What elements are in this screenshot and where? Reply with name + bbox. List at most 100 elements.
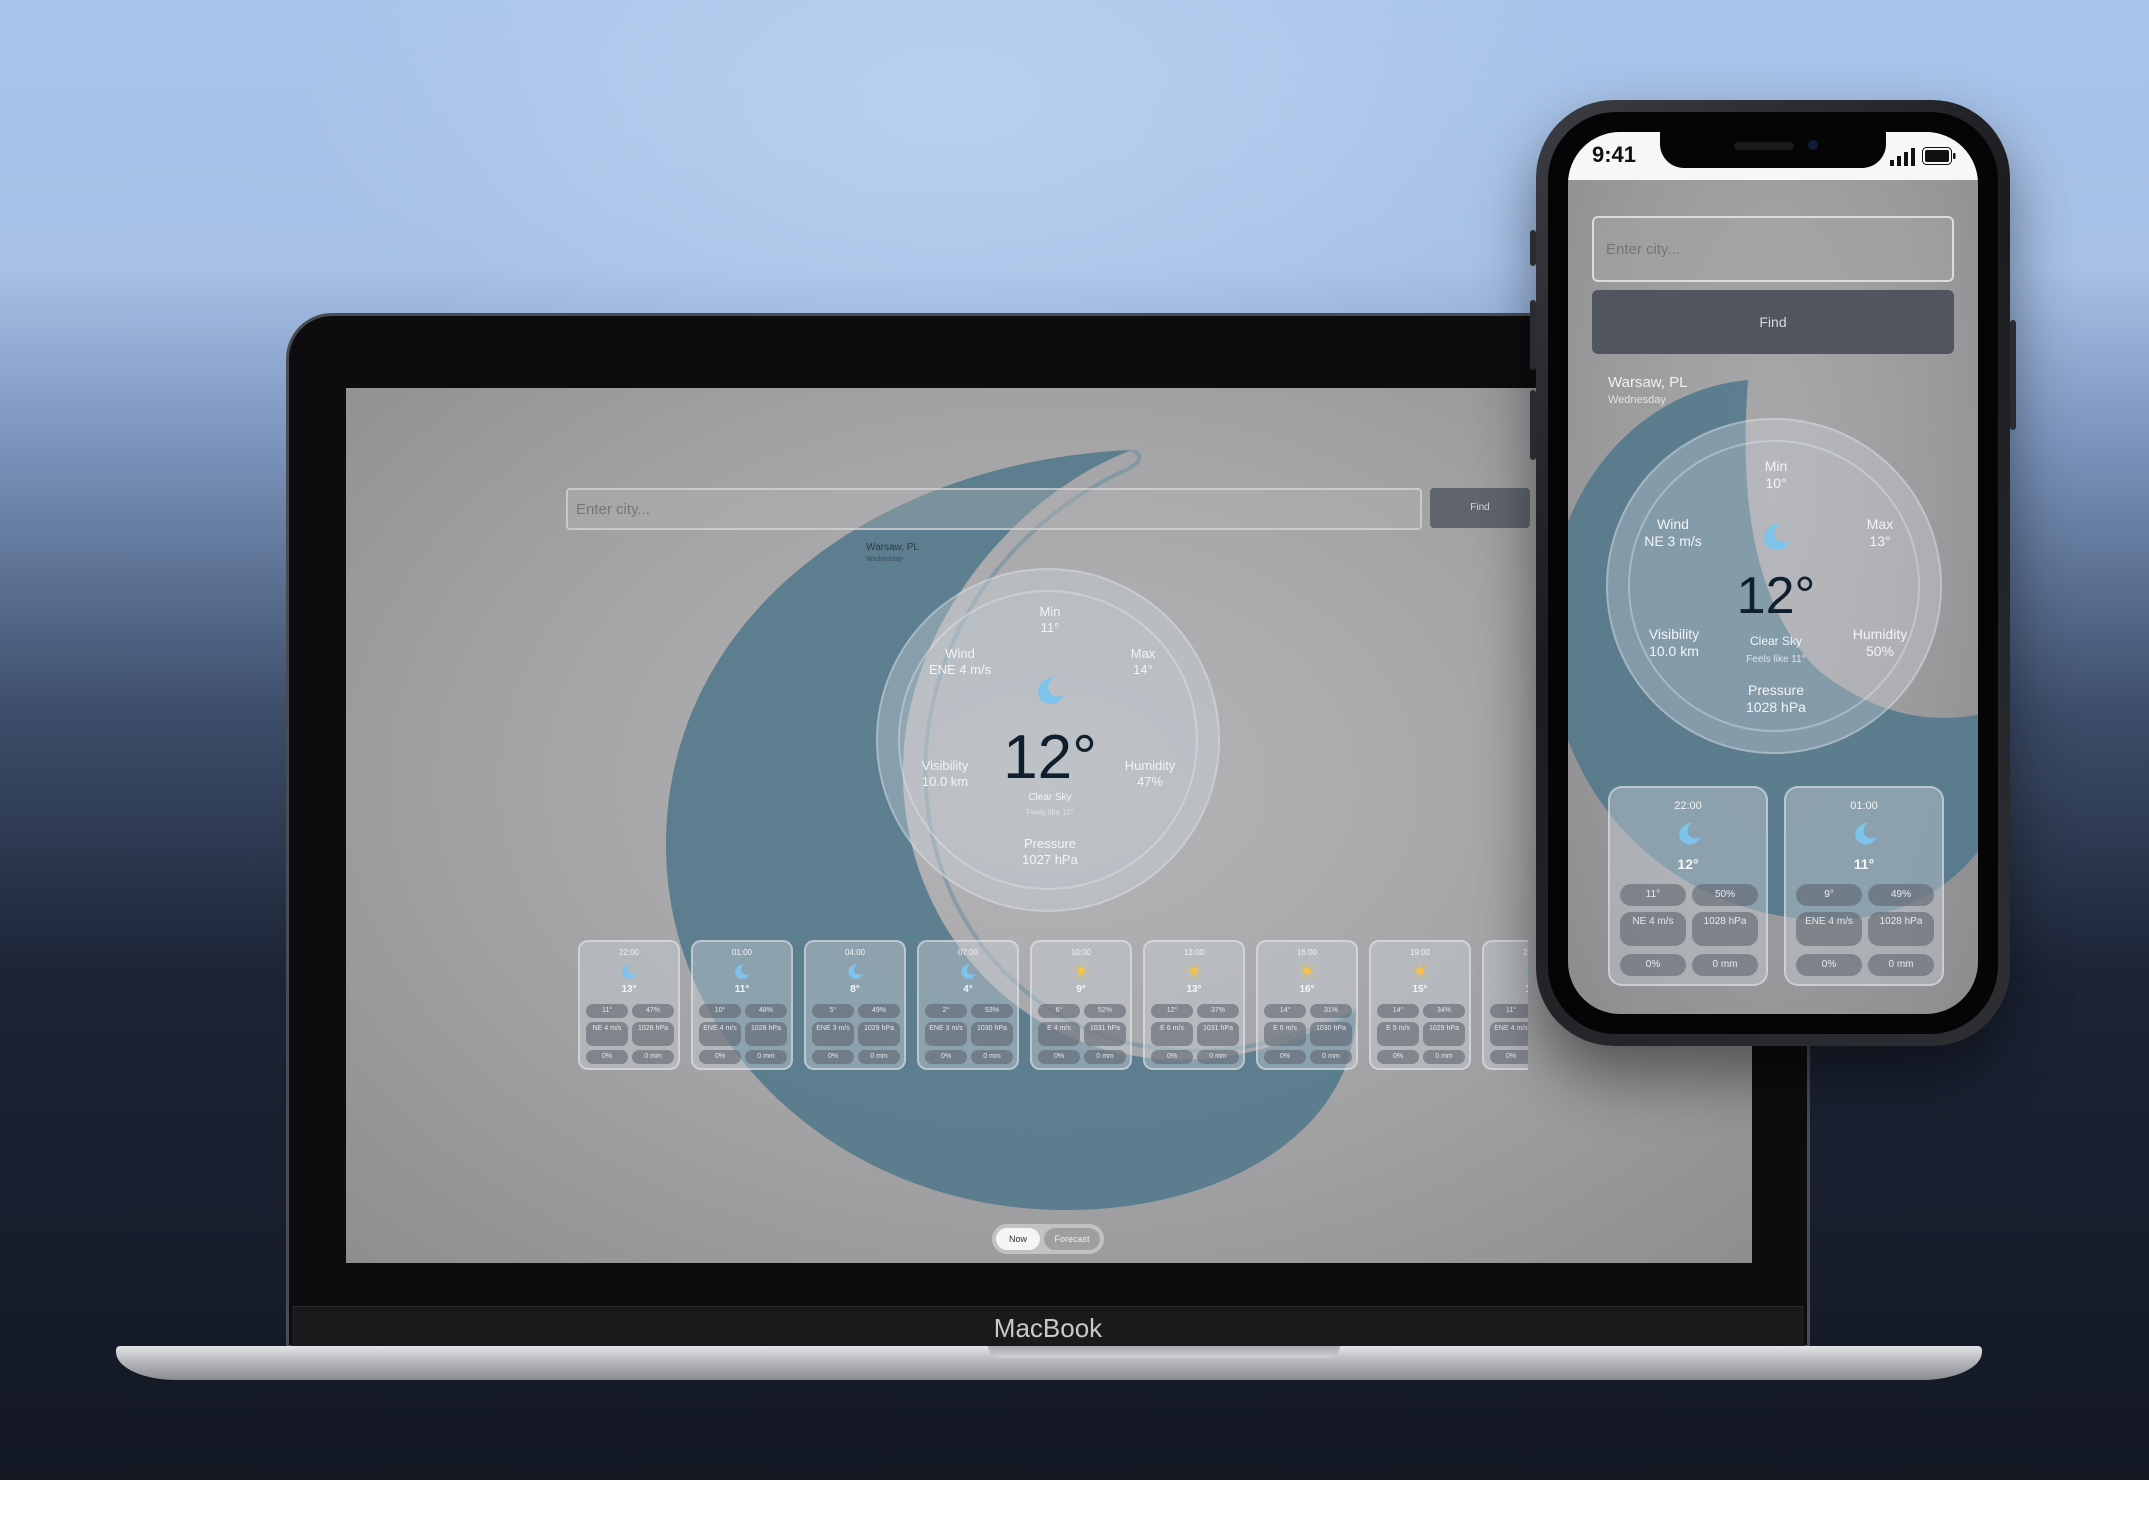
humidity-pill: 34%: [1423, 1004, 1465, 1018]
humidity-pill: 52%: [1084, 1004, 1126, 1018]
device-mockup-scene: Find Warsaw, PL Wednesday Min 11° Wind E…: [0, 0, 2149, 1480]
humidity-value: 47%: [1136, 773, 1164, 789]
precipitation-pill: 0%: [1151, 1050, 1193, 1064]
feels-like-pill: 9°: [1796, 884, 1862, 906]
phone-screen: 9:41 Find Warsaw, PL Wednesday: [1568, 132, 1978, 1014]
current-temp: 12°: [1736, 567, 1816, 625]
condition: Clear Sky: [1749, 634, 1802, 648]
rain-pill: 0 mm: [1084, 1050, 1126, 1064]
max-temp: Max 14°: [1098, 646, 1188, 677]
hourly-card[interactable]: 01:00 11° 10° 48% ENE 4 m/s 1028 hPa 0% 0 mm: [691, 940, 793, 1070]
feels-like-pill: 5°: [812, 1004, 854, 1018]
hourly-card[interactable]: 22:00 12° 11° 50% NE 4 m/s 1028 hPa 0% 0 mm: [1608, 786, 1768, 986]
visibility-label: Visibility: [921, 758, 969, 773]
moon-icon: [1524, 962, 1528, 980]
city-search-input[interactable]: [1592, 216, 1954, 282]
wind-pill: ENE 3 m/s: [925, 1022, 967, 1046]
max-temp: Max 13°: [1830, 516, 1930, 550]
phone-body: 9:41 Find Warsaw, PL Wednesday: [1530, 100, 2016, 1046]
feels-like-pill: 11°: [1490, 1004, 1528, 1018]
find-button[interactable]: Find: [1430, 488, 1530, 528]
tab-forecast[interactable]: Forecast: [1044, 1228, 1100, 1250]
pressure-pill: 1031 hPa: [1197, 1022, 1239, 1046]
min-value: 10°: [1765, 474, 1787, 491]
tab-now[interactable]: Now: [996, 1228, 1040, 1250]
pressure-value: 1027 hPa: [1022, 851, 1078, 867]
hourly-card[interactable]: 07:00 4° 2° 53% ENE 3 m/s 1030 hPa 0% 0 mm: [917, 940, 1019, 1070]
min-label: Min: [1039, 604, 1061, 619]
pressure-pill: 1031 hPa: [1084, 1022, 1126, 1046]
feels-like-pill: 14°: [1377, 1004, 1419, 1018]
rain-pill: 0 mm: [1868, 954, 1934, 976]
current-weather-dial: Min 11° Wind ENE 4 m/s Max 14° 12° Visib…: [876, 568, 1220, 912]
wind-value: NE 3 m/s: [1644, 532, 1702, 549]
wind: Wind ENE 4 m/s: [900, 646, 1020, 677]
hourly-temp: 9°: [1076, 984, 1086, 995]
visibility-label: Visibility: [1648, 626, 1700, 642]
location-city: Warsaw, PL: [866, 542, 919, 553]
rain-pill: 0 mm: [745, 1050, 787, 1064]
rain-pill: 0 mm: [971, 1050, 1013, 1064]
wind-label: Wind: [945, 646, 975, 661]
pressure-pill: 1030 hPa: [971, 1022, 1013, 1046]
hourly-temp: 11°: [734, 984, 750, 995]
hourly-card[interactable]: 01:00 11° 9° 49% ENE 4 m/s 1028 hPa 0% 0 mm: [1784, 786, 1944, 986]
hourly-card[interactable]: 13:00 13° 12° 37% E 6 m/s 1031 hPa 0% 0 mm: [1143, 940, 1245, 1070]
humidity-pill: 47%: [632, 1004, 674, 1018]
feels-like-pill: 12°: [1151, 1004, 1193, 1018]
feels-like: Feels like 11°: [1026, 808, 1074, 817]
max-label: Max: [1866, 516, 1894, 532]
wind-pill: NE 4 m/s: [586, 1022, 628, 1046]
pressure: Pressure 1028 hPa: [1716, 682, 1836, 716]
location-day: Wednesday: [866, 556, 903, 563]
humidity-pill: 53%: [971, 1004, 1013, 1018]
wind-pill: ENE 3 m/s: [812, 1022, 854, 1046]
visibility-value: 10.0 km: [921, 773, 969, 789]
current-weather-dial: Min 10° Wind NE 3 m/s Max 13° 12° Visibi…: [1606, 418, 1942, 754]
phone-mute-switch: [1530, 230, 1536, 266]
moon-icon: [620, 962, 638, 980]
wind-pill: E 4 m/s: [1038, 1022, 1080, 1046]
city-search-input[interactable]: [566, 488, 1422, 530]
feels-like-pill: 11°: [586, 1004, 628, 1018]
hourly-card[interactable]: 16:00 16° 14° 31% E 6 m/s 1030 hPa 0% 0 mm: [1256, 940, 1358, 1070]
phone-notch: [1660, 132, 1886, 168]
hourly-temp: 12°: [1677, 856, 1699, 872]
location-city: Warsaw, PL: [1608, 374, 1688, 391]
wind-pill: E 6 m/s: [1264, 1022, 1306, 1046]
visibility: Visibility 10.0 km: [1624, 626, 1724, 660]
hourly-card[interactable]: 10:00 9° 6° 52% E 4 m/s 1031 hPa 0% 0 mm: [1030, 940, 1132, 1070]
humidity-label: Humidity: [1124, 758, 1176, 773]
hourly-card[interactable]: 04:00 8° 5° 49% ENE 3 m/s 1029 hPa 0% 0 mm: [804, 940, 906, 1070]
hourly-card[interactable]: 22:00 13° 11° 47% NE 4 m/s 1028 hPa 0% 0 mm: [578, 940, 680, 1070]
feels-like-pill: 6°: [1038, 1004, 1080, 1018]
hourly-time: 01:00: [731, 948, 753, 957]
wind: Wind NE 3 m/s: [1618, 516, 1728, 550]
hourly-time: 04:00: [844, 948, 866, 957]
rain-pill: 0 mm: [632, 1050, 674, 1064]
feels-like-pill: 14°: [1264, 1004, 1306, 1018]
view-toggle: Now Forecast: [992, 1224, 1104, 1254]
pressure-pill: 1029 hPa: [858, 1022, 900, 1046]
hourly-temp: 4°: [963, 984, 973, 995]
location-day: Wednesday: [1608, 394, 1666, 406]
hourly-temp: 13°: [621, 984, 637, 995]
rain-pill: 0 mm: [858, 1050, 900, 1064]
hourly-temp: 11°: [1853, 856, 1875, 872]
moon-icon: [1852, 820, 1878, 846]
laptop-base: [116, 1346, 1982, 1380]
condition: Clear Sky: [1028, 792, 1072, 803]
hourly-time: 16:00: [1296, 948, 1318, 957]
pressure-value: 1028 hPa: [1746, 698, 1806, 715]
find-button[interactable]: Find: [1592, 290, 1954, 354]
precipitation-pill: 0%: [699, 1050, 741, 1064]
rain-pill: 0 mm: [1692, 954, 1758, 976]
visibility-value: 10.0 km: [1649, 642, 1699, 659]
hourly-card[interactable]: 22:00 12° 11° ENE 4 m/s 0%: [1482, 940, 1528, 1070]
wind-pill: ENE 4 m/s: [1490, 1022, 1528, 1046]
battery-icon: [1922, 147, 1956, 165]
hourly-forecast-row[interactable]: 22:00 13° 11° 47% NE 4 m/s 1028 hPa 0% 0 mm 01:0…: [578, 940, 1528, 1074]
hourly-card[interactable]: 19:00 15° 14° 34% E 5 m/s 1029 hPa 0% 0 mm: [1369, 940, 1471, 1070]
humidity-pill: 49%: [858, 1004, 900, 1018]
hourly-time: 10:00: [1070, 948, 1092, 957]
